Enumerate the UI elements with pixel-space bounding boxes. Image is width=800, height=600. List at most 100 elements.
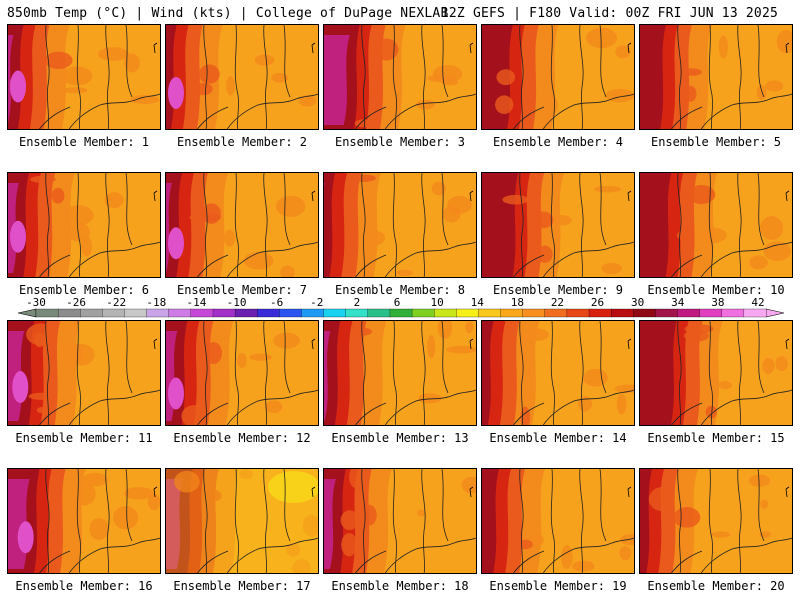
colorbar-segment — [35, 308, 59, 318]
temperature-field-map — [166, 25, 318, 129]
ensemble-member-label: Ensemble Member: 8 — [334, 283, 466, 297]
ensemble-member-label: Ensemble Member: 14 — [489, 431, 627, 445]
ensemble-member-label: Ensemble Member: 6 — [18, 283, 150, 297]
ensemble-member-label: Ensemble Member: 7 — [176, 283, 308, 297]
ensemble-member-map — [639, 320, 793, 426]
temperature-field-map — [324, 173, 476, 277]
ensemble-member-label: Ensemble Member: 11 — [15, 431, 153, 445]
colorbar-segment — [301, 308, 325, 318]
ensemble-member-map — [323, 320, 477, 426]
colorbar-segment — [611, 308, 634, 318]
colorbar-segment — [721, 308, 745, 318]
colorbar-tick-label: -6 — [270, 296, 283, 309]
colorbar-segment — [544, 308, 568, 318]
colorbar-segment — [367, 308, 391, 318]
ensemble-member-label: Ensemble Member: 9 — [492, 283, 624, 297]
ensemble-member-map — [7, 320, 161, 426]
temperature-field-map — [640, 173, 792, 277]
ensemble-member-map — [7, 24, 161, 130]
colorbar-tick-label: -14 — [187, 296, 207, 309]
temperature-field-map — [482, 321, 634, 425]
ensemble-member-map — [639, 172, 793, 278]
ensemble-member-label: Ensemble Member: 4 — [492, 135, 624, 149]
temperature-field-map — [8, 173, 160, 277]
ensemble-member-map — [165, 172, 319, 278]
colorbar-segment — [168, 308, 192, 318]
temperature-field-map — [166, 321, 318, 425]
ensemble-member-label: Ensemble Member: 12 — [173, 431, 311, 445]
colorbar-segment — [500, 308, 524, 318]
temperature-field-map — [482, 25, 634, 129]
colorbar-segment — [190, 308, 214, 318]
colorbar-segment — [411, 308, 435, 318]
colorbar-segment — [57, 308, 81, 318]
colorbar-tick-label: -30 — [26, 296, 46, 309]
colorbar-segment — [80, 308, 103, 318]
ensemble-member-label: Ensemble Member: 3 — [334, 135, 466, 149]
colorbar-tick-label: 14 — [471, 296, 485, 309]
colorbar-tick-label: 42 — [751, 296, 764, 309]
colorbar-tick-label: 10 — [430, 296, 443, 309]
ensemble-member-label: Ensemble Member: 10 — [647, 283, 785, 297]
temperature-field-map — [640, 25, 792, 129]
colorbar-segment — [212, 308, 236, 318]
ensemble-member-label: Ensemble Member: 13 — [331, 431, 469, 445]
ensemble-member-map — [481, 172, 635, 278]
ensemble-member-map — [323, 172, 477, 278]
colorbar-min-arrow — [17, 308, 37, 318]
ensemble-member-map — [323, 468, 477, 574]
colorbar-max-arrow — [765, 308, 785, 318]
colorbar-tick-label: -26 — [66, 296, 86, 309]
colorbar-segment — [522, 308, 546, 318]
ensemble-member-map — [639, 468, 793, 574]
ensemble-member-map — [7, 172, 161, 278]
temperature-field-map — [8, 321, 160, 425]
ensemble-member-label: Ensemble Member: 15 — [647, 431, 785, 445]
colorbar-segment — [478, 308, 501, 318]
colorbar-segment — [566, 308, 590, 318]
colorbar-segment — [102, 308, 125, 318]
colorbar-segment — [323, 308, 347, 318]
ensemble-member-map — [165, 468, 319, 574]
ensemble-member-label: Ensemble Member: 17 — [173, 579, 311, 593]
temperature-field-map — [324, 469, 476, 573]
ensemble-member-map — [165, 320, 319, 426]
temperature-field-map — [166, 469, 318, 573]
ensemble-member-map — [481, 320, 635, 426]
temperature-field-map — [640, 321, 792, 425]
colorbar-segment — [655, 308, 678, 318]
ensemble-member-label: Ensemble Member: 2 — [176, 135, 308, 149]
ensemble-member-label: Ensemble Member: 19 — [489, 579, 627, 593]
colorbar-tick-label: 26 — [591, 296, 604, 309]
colorbar-segment — [146, 308, 170, 318]
ensemble-member-map — [323, 24, 477, 130]
colorbar-tick-label: -22 — [106, 296, 126, 309]
model-run-info: 12Z GEFS | F180 Valid: 00Z FRI JUN 13 20… — [440, 6, 778, 21]
ensemble-member-map — [481, 24, 635, 130]
colorbar-segment — [588, 308, 612, 318]
ensemble-member-label: Ensemble Member: 16 — [15, 579, 153, 593]
ensemble-member-label: Ensemble Member: 5 — [650, 135, 782, 149]
colorbar-tick-label: 38 — [711, 296, 724, 309]
temperature-field-map — [324, 25, 476, 129]
colorbar-segment — [633, 308, 656, 318]
colorbar-tick-label: 2 — [354, 296, 361, 309]
colorbar-segment — [345, 308, 369, 318]
temperature-field-map — [8, 25, 160, 129]
colorbar-tick-label: 6 — [394, 296, 401, 309]
temperature-field-map — [640, 469, 792, 573]
colorbar-segment — [234, 308, 258, 318]
ensemble-member-map — [165, 24, 319, 130]
temperature-field-map — [166, 173, 318, 277]
colorbar-tick-label: -10 — [227, 296, 247, 309]
ensemble-member-label: Ensemble Member: 18 — [331, 579, 469, 593]
map-title: 850mb Temp (°C) | Wind (kts) | College o… — [7, 6, 449, 21]
colorbar-tick-label: -2 — [310, 296, 323, 309]
colorbar-tick-label: 18 — [511, 296, 524, 309]
colorbar-segment — [677, 308, 701, 318]
ensemble-member-map — [7, 468, 161, 574]
colorbar-segment — [456, 308, 479, 318]
colorbar-segment — [389, 308, 413, 318]
colorbar-segment — [279, 308, 302, 318]
colorbar-segment — [699, 308, 723, 318]
